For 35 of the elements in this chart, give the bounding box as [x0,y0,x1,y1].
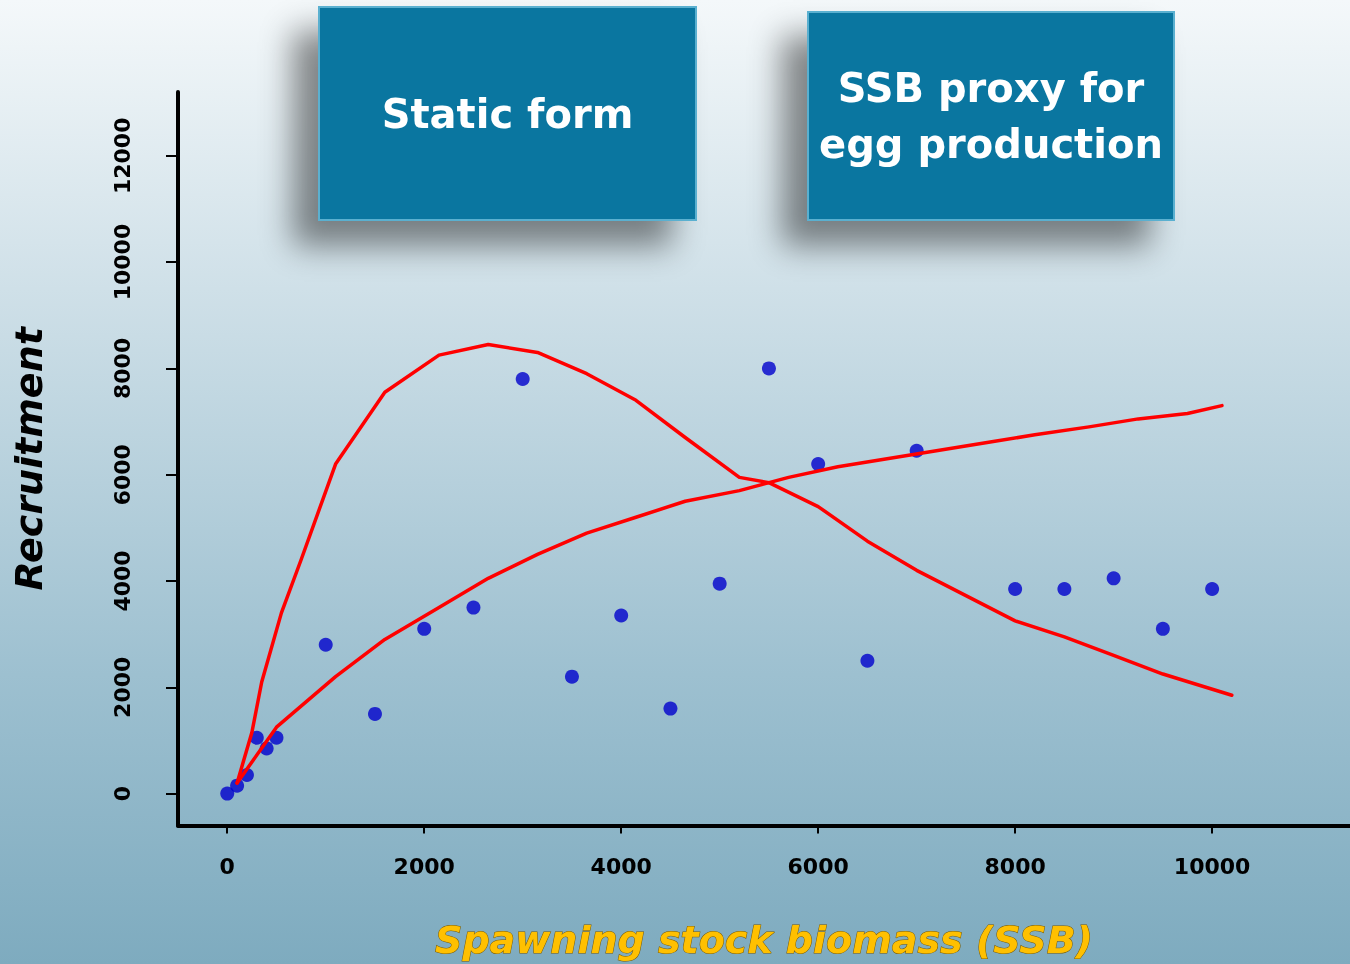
point [1205,581,1220,596]
y-tick-label: 2000 [109,656,135,718]
y-tick-label: 0 [109,785,135,802]
y-tick-label: 10000 [109,223,135,301]
x-tick-label: 2000 [393,854,455,879]
y-tick-label: 8000 [109,337,135,400]
y-axis-title: Recruitment [7,325,51,591]
x-tick-label: 8000 [984,854,1046,879]
x-tick-label: 4000 [590,854,652,879]
point [515,372,530,387]
point [417,621,432,636]
point [318,637,333,652]
point [466,600,481,615]
point [860,653,875,668]
point [1008,581,1023,596]
y-tick-label: 6000 [109,444,135,506]
point [367,706,382,721]
x-tick-label: 0 [219,854,235,879]
y-tick-label: 12000 [109,117,135,195]
text-box: SSB proxy for egg production [807,11,1175,221]
point [712,576,727,591]
x-tick-label: 6000 [787,854,849,879]
point [220,786,235,801]
y-tick-label: 4000 [109,550,135,612]
text-box: Static form [318,6,697,221]
point [761,361,776,376]
point [1106,571,1121,586]
x-axis-title: Spawning stock biomass (SSB) [435,917,1093,962]
point [1057,581,1072,596]
point [663,701,678,716]
x-tick-label: 10000 [1173,854,1251,879]
point [614,608,629,623]
point [564,669,579,684]
point [811,457,826,472]
point [1155,621,1170,636]
